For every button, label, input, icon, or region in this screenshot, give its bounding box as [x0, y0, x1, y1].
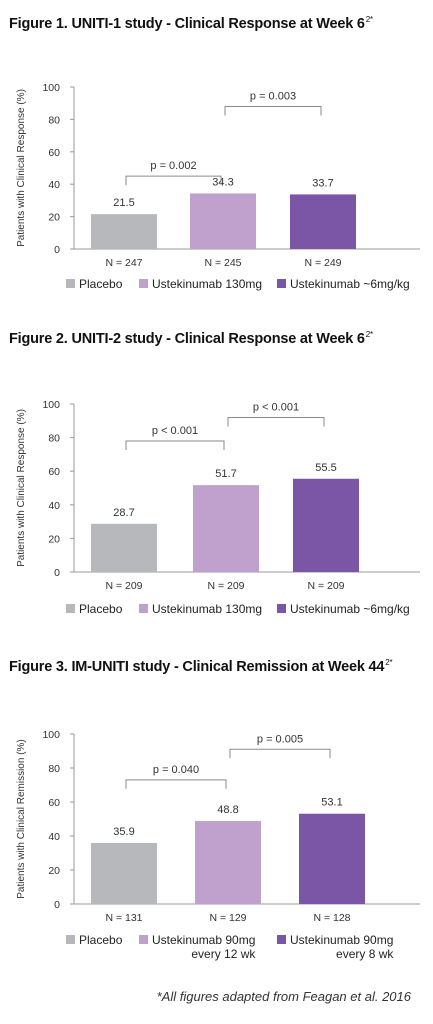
figure-2: Figure 2. UNITI-2 study - Clinical Respo… — [0, 330, 433, 630]
legend-swatch — [66, 604, 75, 613]
y-tick-label: 80 — [48, 763, 60, 775]
legend-item: Ustekinumab 130mg — [139, 277, 262, 291]
figure-3: Figure 3. IM-UNITI study - Clinical Remi… — [0, 658, 433, 978]
bar-value-label: 51.7 — [215, 468, 236, 480]
significance-bracket — [125, 175, 222, 186]
bar — [193, 485, 259, 572]
y-tick-label: 40 — [48, 831, 60, 843]
y-tick-label: 100 — [42, 729, 60, 741]
legend-item: Ustekinumab 130mg — [139, 602, 262, 616]
figure-3-title: Figure 3. IM-UNITI study - Clinical Remi… — [9, 658, 393, 675]
y-tick-label: 60 — [48, 147, 60, 159]
bar-value-label: 55.5 — [315, 462, 336, 474]
p-value-label: p = 0.005 — [257, 733, 303, 745]
footnote: *All figures adapted from Feagan et al. … — [156, 989, 411, 1004]
x-tick-label: N = 249 — [304, 257, 341, 269]
x-tick-label: N = 247 — [105, 257, 142, 269]
bar-value-label: 33.7 — [312, 177, 333, 189]
legend-label: Ustekinumab 130mg — [152, 277, 263, 291]
y-tick-label: 80 — [48, 114, 60, 126]
legend-swatch — [66, 279, 75, 288]
x-tick-label: N = 131 — [105, 912, 142, 924]
x-tick-label: N = 129 — [209, 912, 246, 924]
bar — [293, 478, 359, 572]
bar-value-label: 34.3 — [212, 176, 233, 188]
legend-item: Ustekinumab ~6mg/kg — [277, 277, 410, 291]
y-tick-label: 60 — [48, 797, 60, 809]
bar — [190, 193, 256, 249]
y-axis-label: Patients with Clinical Response (%) — [16, 409, 27, 567]
y-tick-label: 20 — [48, 212, 60, 224]
legend-label: Ustekinumab 130mg — [152, 602, 263, 616]
y-axis-label: Patients with Clinical Remission (%) — [16, 739, 27, 899]
figure-2-title: Figure 2. UNITI-2 study - Clinical Respo… — [9, 330, 373, 347]
y-tick-label: 20 — [48, 865, 60, 877]
legend-item: Ustekinumab ~6mg/kg — [277, 602, 410, 616]
y-tick-label: 0 — [54, 899, 60, 911]
x-tick-label: N = 245 — [204, 257, 241, 269]
legend-label: Placebo — [79, 277, 123, 291]
figure-2-chart: Patients with Clinical Response (%) 0 20 40… — [16, 399, 420, 592]
bar — [91, 842, 157, 904]
legend-label: Ustekinumab ~6mg/kg — [290, 277, 410, 291]
legend-label: Ustekinumab 90mg every 12 wk — [152, 933, 256, 961]
legend-item: Ustekinumab 90mg every 8 wk — [277, 933, 393, 961]
legend-label: Placebo — [79, 602, 123, 616]
bar-value-label: 48.8 — [217, 804, 238, 816]
significance-bracket — [125, 779, 227, 789]
y-tick-label: 60 — [48, 466, 60, 478]
p-value-label: p < 0.001 — [152, 425, 198, 437]
legend-item: Placebo — [66, 602, 122, 616]
y-tick-label: 0 — [54, 244, 60, 256]
legend-swatch — [277, 604, 286, 613]
legend-label: Ustekinumab ~6mg/kg — [290, 602, 410, 616]
y-tick-label: 20 — [48, 533, 60, 545]
bar-value-label: 53.1 — [321, 797, 342, 809]
legend-item: Placebo — [66, 933, 122, 947]
y-tick-label: 100 — [42, 399, 60, 411]
y-tick-label: 40 — [48, 179, 60, 191]
legend-item: Placebo — [66, 277, 122, 291]
figure-1-title: Figure 1. UNITI-1 study - Clinical Respo… — [9, 15, 373, 32]
y-tick-label: 100 — [42, 82, 60, 94]
legend-swatch — [139, 935, 148, 944]
significance-bracket — [227, 416, 325, 427]
bar — [299, 813, 365, 904]
bar — [91, 214, 157, 249]
significance-bracket — [229, 748, 331, 759]
significance-bracket — [224, 105, 322, 116]
legend-label: Placebo — [79, 933, 123, 947]
figure-3-chart: Patients with Clinical Remission (%) 0 20 4… — [16, 729, 420, 924]
p-value-label: p = 0.040 — [153, 764, 199, 776]
x-tick-label: N = 209 — [207, 580, 244, 592]
p-value-label: p = 0.003 — [250, 90, 296, 102]
legend-swatch — [139, 279, 148, 288]
bar-value-label: 21.5 — [113, 197, 134, 209]
bar-value-label: 28.7 — [113, 507, 134, 519]
p-value-label: p < 0.001 — [253, 401, 299, 413]
legend-swatch — [139, 604, 148, 613]
x-tick-label: N = 209 — [105, 580, 142, 592]
bar — [290, 194, 356, 249]
legend-swatch — [277, 279, 286, 288]
significance-bracket — [125, 440, 225, 450]
legend-label: Ustekinumab 90mg every 8 wk — [290, 933, 394, 961]
y-tick-label: 80 — [48, 433, 60, 445]
figure-1: Figure 1. UNITI-1 study - Clinical Respo… — [0, 15, 433, 305]
bar — [91, 523, 157, 572]
y-tick-label: 40 — [48, 500, 60, 512]
legend-swatch — [66, 935, 75, 944]
x-tick-label: N = 209 — [307, 580, 344, 592]
legend-swatch — [277, 935, 286, 944]
y-axis-label: Patients with Clinical Response (%) — [16, 89, 27, 247]
x-tick-label: N = 128 — [313, 912, 350, 924]
figure-1-chart: Patients with Clinical Response (%) 0 20 40… — [16, 82, 420, 269]
legend-item: Ustekinumab 90mg every 12 wk — [139, 933, 255, 961]
y-tick-label: 0 — [54, 567, 60, 579]
bar — [195, 821, 261, 904]
bar-value-label: 35.9 — [113, 826, 134, 838]
p-value-label: p = 0.002 — [150, 160, 196, 172]
